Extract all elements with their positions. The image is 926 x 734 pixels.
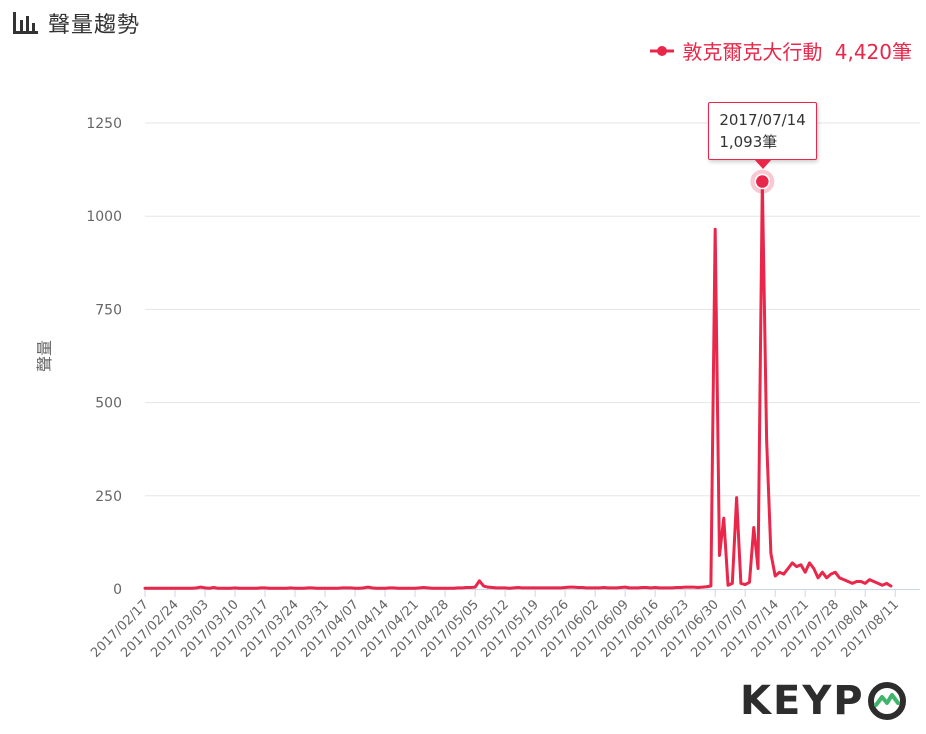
y-tick-label: 0 <box>113 582 122 598</box>
chart-title: 聲量趨勢 <box>48 13 141 38</box>
y-axis-title: 聲量 <box>35 340 54 372</box>
hover-marker-layer <box>750 169 775 194</box>
hover-point <box>754 173 771 190</box>
chart-header: 聲量趨勢 <box>12 6 140 40</box>
legend-line-marker-icon <box>650 45 675 56</box>
data-tooltip: 2017/07/14 1,093筆 <box>708 101 817 169</box>
series-line <box>143 180 893 590</box>
logo-text: KEYP <box>740 678 865 724</box>
tooltip-value: 1,093筆 <box>719 132 778 151</box>
legend-total: 4,420筆 <box>834 40 912 64</box>
legend-item[interactable]: 敦克爾克大行動 4,420筆 <box>650 36 912 65</box>
y-axis-ticks: 0 250 500 750 1000 1250 <box>86 116 122 598</box>
keypo-logo: KEYP <box>740 678 907 724</box>
series-layer <box>143 180 893 590</box>
y-tick-label: 500 <box>95 396 122 412</box>
y-tick-label: 250 <box>95 489 122 505</box>
o-mountain-logo-icon <box>867 682 906 720</box>
legend-series-name: 敦克爾克大行動 <box>682 40 823 64</box>
grid-lines <box>145 122 920 497</box>
y-tick-label: 1000 <box>86 209 122 225</box>
y-tick-label: 750 <box>95 302 122 318</box>
tooltip-date: 2017/07/14 <box>719 110 806 129</box>
x-axis-ticks: 2017/02/172017/02/242017/03/032017/03/10… <box>88 589 902 661</box>
y-tick-label: 1250 <box>86 116 122 132</box>
bar-chart-icon <box>13 12 38 34</box>
